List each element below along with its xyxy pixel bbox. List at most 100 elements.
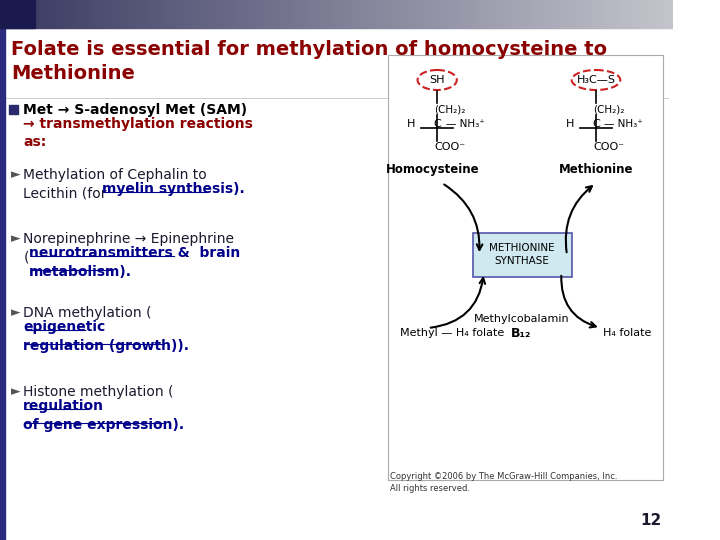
Bar (270, 0, 271, 28)
Bar (135, 0, 136, 28)
Bar (334, 0, 336, 28)
Bar (120, 0, 122, 28)
Bar (261, 0, 263, 28)
Bar (667, 0, 668, 28)
Bar (660, 0, 662, 28)
Bar (294, 0, 295, 28)
Bar (144, 0, 145, 28)
Bar (553, 0, 554, 28)
Bar (172, 0, 173, 28)
Text: regulation
of gene expression).: regulation of gene expression). (23, 399, 184, 432)
Bar (265, 0, 266, 28)
Bar (530, 0, 531, 28)
Bar (317, 0, 318, 28)
Bar (461, 0, 462, 28)
Bar (595, 0, 596, 28)
Bar (267, 0, 268, 28)
Bar (378, 0, 379, 28)
Bar (436, 0, 437, 28)
Bar (523, 0, 524, 28)
Bar (254, 0, 255, 28)
Bar (351, 0, 352, 28)
Bar (342, 0, 343, 28)
Bar (509, 0, 510, 28)
Bar (30, 0, 31, 28)
Bar (380, 0, 381, 28)
Bar (591, 0, 593, 28)
Bar (212, 0, 213, 28)
Bar (362, 0, 364, 28)
Bar (126, 0, 127, 28)
Bar (268, 0, 269, 28)
Bar (213, 0, 214, 28)
Bar (127, 0, 128, 28)
Bar (417, 0, 418, 28)
Bar (354, 0, 355, 28)
Text: ►: ► (12, 232, 21, 245)
Bar (437, 0, 438, 28)
Bar (668, 0, 669, 28)
Bar (181, 0, 182, 28)
Bar (153, 0, 154, 28)
Bar (101, 0, 102, 28)
Text: Folate is essential for methylation of homocysteine to
Methionine: Folate is essential for methylation of h… (12, 40, 608, 83)
Bar (282, 0, 283, 28)
Bar (563, 0, 564, 28)
Bar (370, 0, 371, 28)
Bar (631, 0, 632, 28)
Bar (587, 0, 588, 28)
Bar (665, 0, 666, 28)
Bar (428, 0, 429, 28)
Ellipse shape (418, 70, 456, 90)
Bar (37, 0, 38, 28)
Bar (94, 0, 95, 28)
Bar (69, 0, 70, 28)
Bar (160, 0, 161, 28)
Bar (522, 0, 523, 28)
Bar (100, 0, 101, 28)
Bar (604, 0, 606, 28)
Bar (34, 0, 35, 28)
Bar (295, 0, 296, 28)
Bar (29, 0, 30, 28)
Bar (276, 0, 277, 28)
Bar (224, 0, 225, 28)
Bar (340, 0, 341, 28)
Bar (662, 0, 663, 28)
Bar (155, 0, 156, 28)
Bar (670, 0, 671, 28)
Bar (382, 0, 383, 28)
Bar (22, 0, 23, 28)
Bar (45, 0, 46, 28)
Bar (495, 0, 496, 28)
Bar (99, 0, 100, 28)
Bar (671, 0, 672, 28)
Bar (178, 0, 179, 28)
Bar (337, 0, 338, 28)
Bar (19, 0, 21, 28)
Bar (113, 0, 114, 28)
Bar (152, 0, 153, 28)
Bar (572, 0, 574, 28)
Bar (183, 0, 184, 28)
Text: Methyl — H₄ folate: Methyl — H₄ folate (400, 328, 504, 338)
Bar (643, 0, 644, 28)
Bar (196, 0, 197, 28)
Bar (541, 0, 543, 28)
Bar (521, 0, 522, 28)
Bar (647, 0, 648, 28)
Bar (313, 0, 314, 28)
Bar (103, 0, 104, 28)
Bar (131, 0, 132, 28)
Bar (426, 0, 427, 28)
Bar (41, 0, 42, 28)
Bar (26, 0, 27, 28)
Bar (98, 0, 99, 28)
Text: SH: SH (429, 75, 445, 85)
Bar (53, 0, 54, 28)
Bar (17, 0, 18, 28)
Bar (491, 0, 492, 28)
Bar (339, 0, 340, 28)
Text: B₁₂: B₁₂ (511, 327, 531, 340)
Bar (287, 0, 288, 28)
